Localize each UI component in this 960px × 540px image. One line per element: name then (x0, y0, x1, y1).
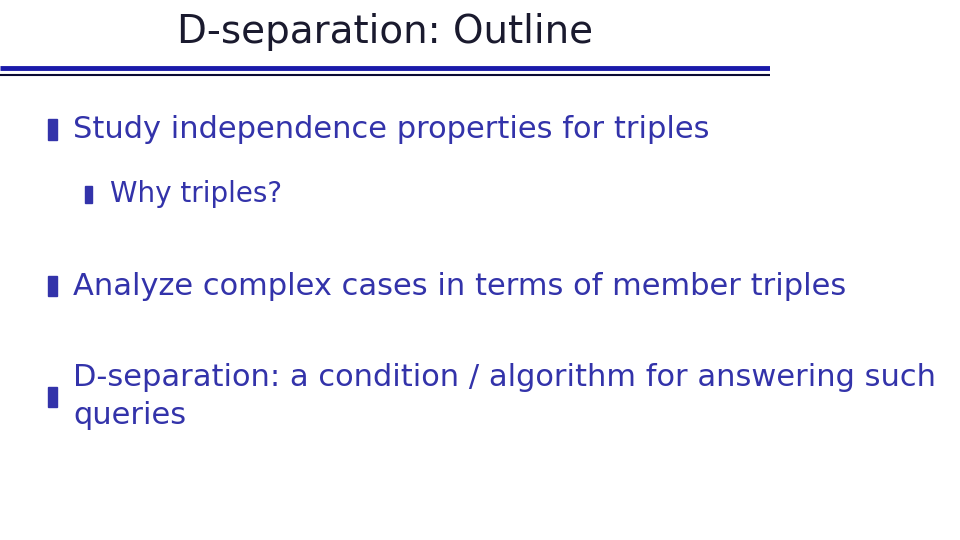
Text: Analyze complex cases in terms of member triples: Analyze complex cases in terms of member… (73, 272, 847, 301)
Bar (85, 186, 92, 202)
Bar (48, 119, 57, 140)
Text: D-separation: a condition / algorithm for answering such
queries: D-separation: a condition / algorithm fo… (73, 363, 936, 430)
Bar (48, 387, 57, 407)
Text: Study independence properties for triples: Study independence properties for triple… (73, 115, 709, 144)
Text: Why triples?: Why triples? (110, 180, 282, 208)
Bar (48, 276, 57, 296)
Text: D-separation: Outline: D-separation: Outline (177, 14, 593, 51)
